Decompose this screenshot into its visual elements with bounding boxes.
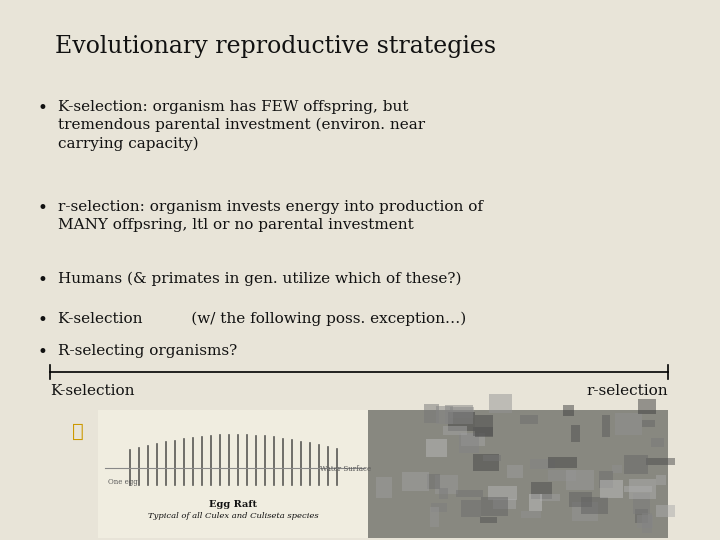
Bar <box>471 460 497 474</box>
Bar <box>629 422 639 431</box>
Bar <box>431 418 455 430</box>
Bar <box>498 398 508 419</box>
Bar <box>506 432 531 453</box>
Bar <box>661 460 678 474</box>
Bar <box>412 504 423 525</box>
Bar <box>572 433 593 439</box>
Bar <box>441 412 466 430</box>
Bar <box>490 421 516 433</box>
Bar <box>479 449 495 458</box>
Bar <box>375 480 387 500</box>
Text: Humans (& primates in gen. utilize which of these?): Humans (& primates in gen. utilize which… <box>58 272 462 286</box>
Text: K-selection: K-selection <box>50 384 135 398</box>
Text: Evolutionary reproductive strategies: Evolutionary reproductive strategies <box>55 35 496 58</box>
Bar <box>571 413 590 432</box>
Text: 🔈: 🔈 <box>72 422 84 441</box>
Bar <box>492 421 500 440</box>
Bar <box>636 399 649 418</box>
Bar <box>554 480 584 487</box>
Text: •: • <box>38 100 48 117</box>
Text: •: • <box>38 272 48 289</box>
Bar <box>498 521 508 533</box>
Bar <box>660 504 688 520</box>
Bar <box>632 477 660 487</box>
Bar <box>621 448 634 468</box>
Bar <box>508 463 536 485</box>
Bar <box>649 486 675 503</box>
Bar <box>573 480 585 492</box>
Bar <box>411 434 435 455</box>
Bar <box>433 404 456 422</box>
Bar <box>490 511 507 519</box>
Bar <box>373 449 392 465</box>
Bar <box>431 453 456 474</box>
Bar <box>649 439 674 456</box>
Bar <box>564 433 581 443</box>
Bar <box>443 509 452 523</box>
Bar <box>623 512 640 521</box>
Bar <box>474 464 492 484</box>
Bar <box>390 415 410 433</box>
Bar <box>535 437 552 450</box>
Text: One egg: One egg <box>108 478 138 486</box>
Bar <box>632 521 648 533</box>
Bar <box>570 511 594 528</box>
Bar <box>373 510 394 530</box>
Bar <box>368 410 668 538</box>
Bar <box>405 505 416 511</box>
Bar <box>450 411 469 429</box>
Bar <box>387 466 416 481</box>
Bar <box>539 409 568 424</box>
Text: Water Surface: Water Surface <box>320 465 371 473</box>
Bar <box>98 410 368 538</box>
Bar <box>401 482 421 490</box>
Bar <box>371 509 400 528</box>
Bar <box>623 514 631 524</box>
Bar <box>377 496 397 509</box>
Bar <box>504 400 530 415</box>
Bar <box>392 496 410 512</box>
Bar <box>431 435 454 447</box>
Bar <box>490 461 514 473</box>
Bar <box>428 454 448 461</box>
Text: •: • <box>38 312 48 329</box>
Bar <box>541 436 557 448</box>
Text: Typical of all Culex and Culiseta species: Typical of all Culex and Culiseta specie… <box>148 512 318 520</box>
Bar <box>529 496 553 506</box>
Bar <box>390 444 415 463</box>
Bar <box>446 457 464 476</box>
Bar <box>633 427 644 440</box>
Text: r-selection: organism invests energy into production of
MANY offpsring, ltl or n: r-selection: organism invests energy int… <box>58 200 483 232</box>
Bar <box>520 524 531 534</box>
Text: Egg Raft: Egg Raft <box>209 500 257 509</box>
Bar <box>481 407 506 428</box>
Text: r-selection: r-selection <box>586 384 668 398</box>
Text: K-selection: organism has FEW offspring, but
tremendous parental investment (env: K-selection: organism has FEW offspring,… <box>58 100 425 151</box>
Bar <box>474 508 485 523</box>
Text: K-selection          (w/ the following poss. exception…): K-selection (w/ the following poss. exce… <box>58 312 467 326</box>
Text: •: • <box>38 344 48 361</box>
Bar <box>408 485 418 493</box>
Text: R-selecting organisms?: R-selecting organisms? <box>58 344 238 358</box>
Text: •: • <box>38 200 48 217</box>
